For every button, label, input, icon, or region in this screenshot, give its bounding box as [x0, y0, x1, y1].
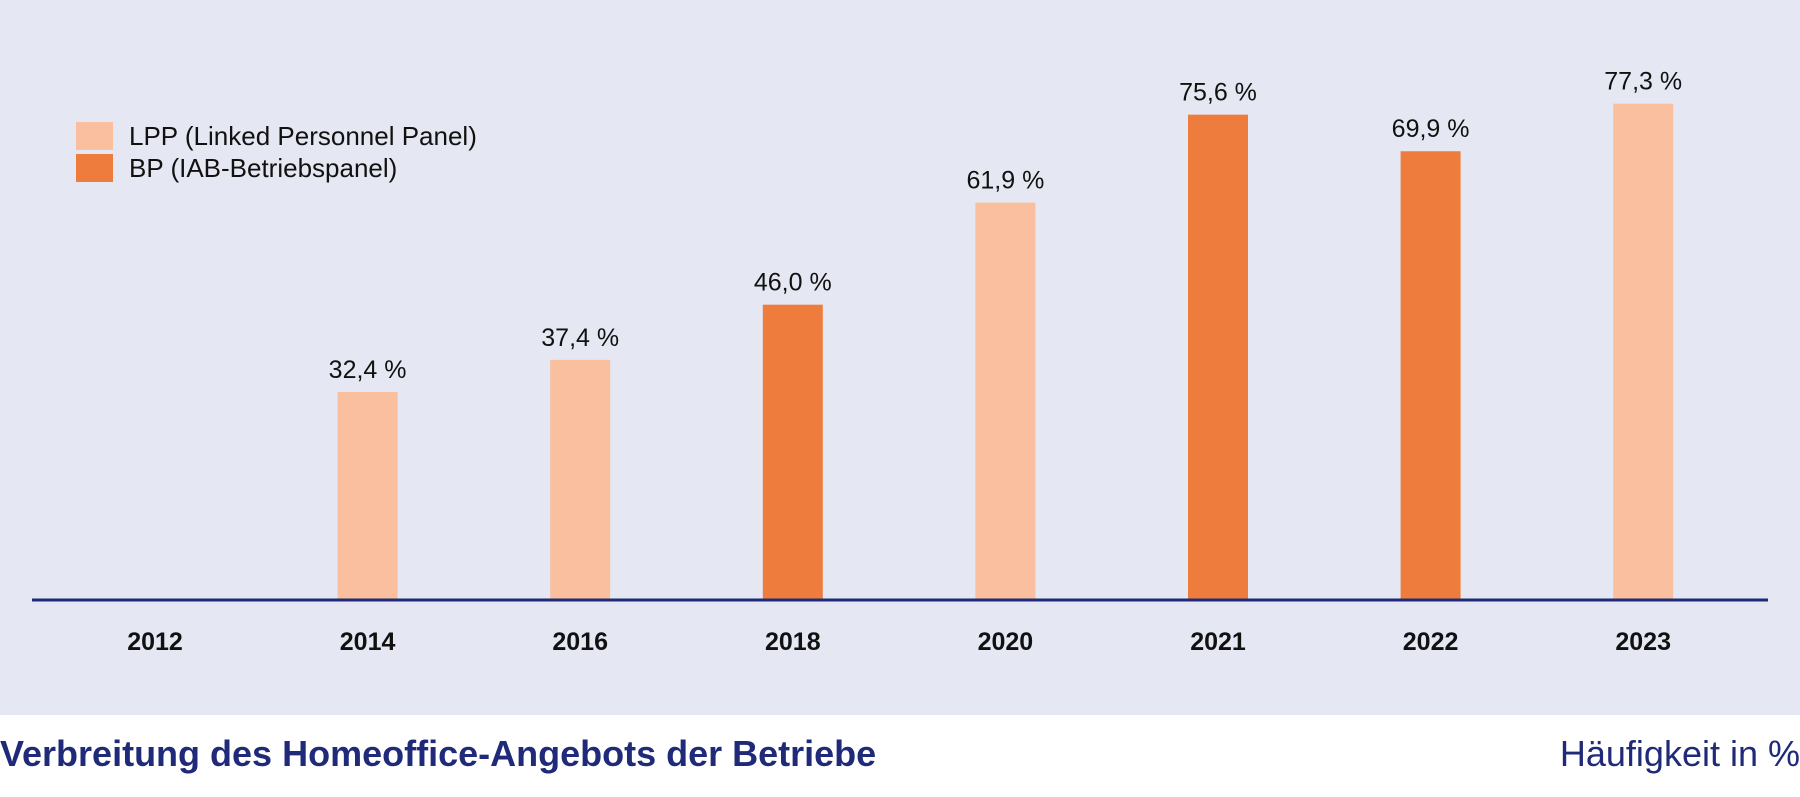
x-tick-label-2021: 2021 [1190, 628, 1246, 656]
bar-chart: 2012 32,4 % 2014 37,4 % 2016 46,0 % 2018 61,9 %… [32, 68, 1768, 656]
bar-2016 [550, 359, 611, 600]
data-label-2022: 69,9 % [1392, 115, 1470, 143]
chart-unit-label: Häufigkeit in % [1559, 733, 1800, 774]
x-tick-label-2016: 2016 [552, 628, 608, 656]
data-label-2016: 37,4 % [541, 324, 619, 352]
bar-2020 [975, 202, 1036, 601]
data-label-2021: 75,6 % [1179, 79, 1257, 107]
chart-panel: 2012 32,4 % 2014 37,4 % 2016 46,0 % 2018 61,9 %… [0, 0, 1800, 715]
data-label-2023: 77,3 % [1604, 68, 1682, 96]
x-tick-label-2022: 2022 [1403, 628, 1459, 656]
legend: LPP (Linked Personnel Panel) BP (IAB-Bet… [76, 120, 477, 184]
legend-label-bp: BP (IAB-Betriebspanel) [129, 152, 398, 183]
legend-item-lpp: LPP (Linked Personnel Panel) [76, 120, 477, 152]
x-tick-label-2023: 2023 [1615, 628, 1671, 656]
legend-swatch-bp [76, 154, 113, 182]
data-label-2014: 32,4 % [329, 356, 407, 384]
bar-2021 [1188, 114, 1248, 600]
bar-2022 [1400, 151, 1461, 600]
x-tick-label-2014: 2014 [340, 628, 396, 656]
x-tick-label-2012: 2012 [127, 628, 183, 656]
bar-2014 [337, 391, 398, 600]
data-label-2018: 46,0 % [754, 269, 832, 297]
data-label-2020: 61,9 % [966, 167, 1044, 195]
chart-title: Verbreitung des Homeoffice-Angebots der … [0, 733, 877, 774]
bar-2018 [762, 304, 823, 600]
legend-swatch-lpp [76, 122, 113, 150]
x-tick-label-2020: 2020 [978, 628, 1034, 656]
x-tick-label-2018: 2018 [765, 628, 821, 656]
legend-item-bp: BP (IAB-Betriebspanel) [76, 152, 477, 184]
bar-2023 [1613, 103, 1674, 600]
legend-label-lpp: LPP (Linked Personnel Panel) [129, 120, 477, 151]
